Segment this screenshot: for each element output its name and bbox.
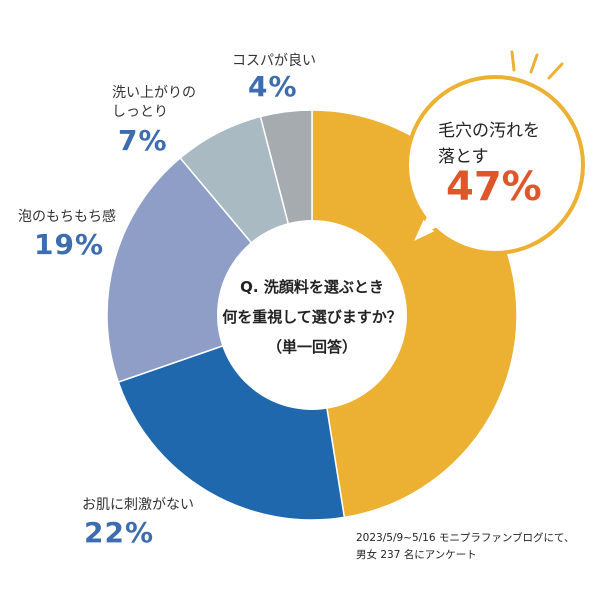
- chart-title: Q. 洗顔料を選ぶとき 何を重視して選びますか？ （単一回答）: [212, 272, 412, 362]
- title-line-2: 何を重視して選びますか？: [222, 308, 402, 326]
- label-moist: 洗い上がりの しっとり: [112, 85, 196, 120]
- donut-hole: [217, 220, 407, 410]
- burst-line-0: [510, 50, 516, 72]
- pct-gentle: 22%: [84, 516, 155, 549]
- burst-line-1: [529, 53, 539, 74]
- survey-note: 2023/5/9~5/16 モニプラファンブログにて、 男女 237 名にアンケー…: [356, 532, 575, 561]
- label-cost: コスパが良い: [232, 53, 316, 69]
- pct-pores: 47%: [446, 164, 542, 210]
- label-pores: 毛穴の汚れを 落とす: [438, 121, 540, 167]
- pct-moist: 7%: [118, 124, 168, 157]
- label-foam: 泡のもちもち感: [18, 209, 116, 225]
- title-line-1: Q. 洗顔料を選ぶとき: [240, 278, 384, 296]
- pct-foam: 19%: [34, 228, 105, 261]
- label-gentle: お肌に刺激がない: [82, 497, 194, 513]
- callout-bubble: [405, 75, 585, 255]
- pct-cost: 4%: [248, 70, 298, 103]
- subtitle: （単一回答）: [266, 338, 357, 356]
- burst-line-2: [547, 62, 564, 80]
